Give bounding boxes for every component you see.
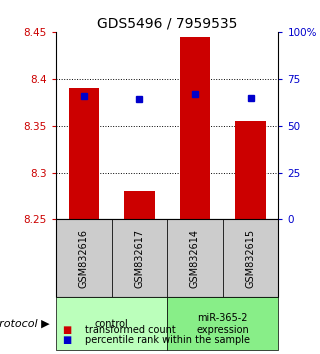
Text: ■: ■: [62, 325, 72, 335]
Bar: [223, 219, 278, 297]
Bar: [167, 297, 278, 350]
Bar: [180, 36, 210, 219]
Bar: [124, 192, 155, 219]
Text: GSM832615: GSM832615: [246, 229, 256, 288]
Text: ■: ■: [62, 335, 72, 345]
Text: GSM832617: GSM832617: [134, 229, 144, 288]
Text: GSM832616: GSM832616: [79, 229, 89, 288]
Bar: [56, 219, 112, 297]
Text: control: control: [95, 319, 128, 329]
Text: percentile rank within the sample: percentile rank within the sample: [85, 335, 250, 345]
Bar: [56, 297, 167, 350]
Bar: [68, 88, 99, 219]
Bar: [112, 219, 167, 297]
Bar: [235, 121, 266, 219]
Text: protocol ▶: protocol ▶: [0, 319, 50, 329]
Title: GDS5496 / 7959535: GDS5496 / 7959535: [97, 17, 237, 31]
Bar: [167, 219, 223, 297]
Text: GSM832614: GSM832614: [190, 229, 200, 288]
Text: transformed count: transformed count: [85, 325, 176, 335]
Text: miR-365-2
expression: miR-365-2 expression: [196, 313, 249, 335]
